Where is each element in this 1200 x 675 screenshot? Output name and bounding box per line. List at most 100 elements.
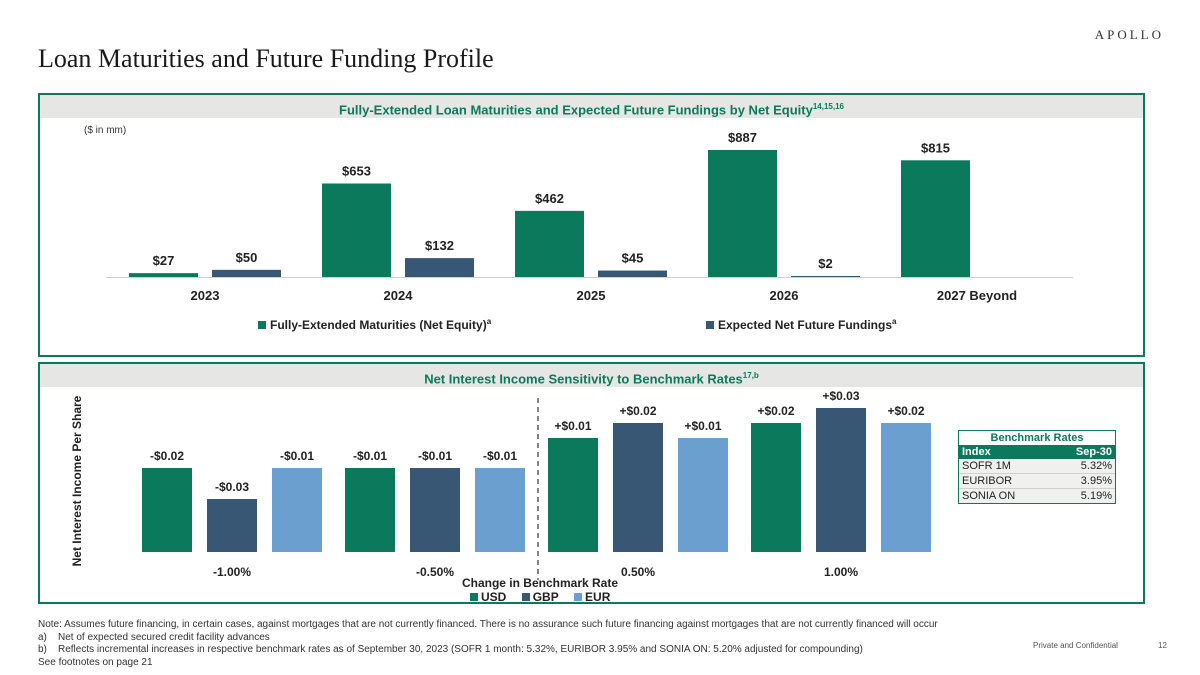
rates-header-date: Sep-30 bbox=[1075, 446, 1112, 458]
footnote-see: See footnotes on page 21 bbox=[38, 656, 153, 668]
data-label: +$0.03 bbox=[822, 389, 859, 403]
bar-maturities-2023 bbox=[129, 273, 198, 277]
x-axis-title: Change in Benchmark Rate bbox=[461, 576, 619, 590]
legend-usd: USD bbox=[470, 590, 506, 604]
data-label: $2 bbox=[818, 256, 832, 271]
bar-maturities-2024 bbox=[322, 183, 391, 277]
unit-note: ($ in mm) bbox=[84, 125, 127, 136]
x-tick-label: -0.50% bbox=[416, 565, 454, 579]
bar-gbp--0.50pct bbox=[410, 468, 460, 552]
bar-gbp--1.00pct bbox=[207, 499, 257, 552]
sensitivity-title-text: Net Interest Income Sensitivity to Bench… bbox=[424, 371, 743, 387]
data-label: $45 bbox=[622, 251, 644, 266]
x-tick-label: 2025 bbox=[577, 288, 606, 303]
bar-gbp-1.00pct bbox=[816, 408, 866, 552]
x-tick-label: 2023 bbox=[191, 288, 220, 303]
rates-header-index: Index bbox=[962, 446, 991, 458]
x-tick-label: -1.00% bbox=[213, 565, 251, 579]
rate-index: SOFR 1M bbox=[959, 459, 1051, 474]
brand-logo: APOLLO bbox=[1094, 27, 1164, 42]
legend-swatch-eur bbox=[574, 593, 583, 601]
page-number: 12 bbox=[1158, 641, 1167, 650]
bar-eur--1.00pct bbox=[272, 468, 322, 552]
bar-usd--0.50pct bbox=[345, 468, 395, 552]
legend-eur: EUR bbox=[574, 590, 610, 604]
sensitivity-title-superscript: 17,b bbox=[742, 371, 759, 380]
rate-value: 5.32% bbox=[1050, 459, 1115, 474]
footnote-a-marker: a) bbox=[38, 631, 47, 643]
data-label: $50 bbox=[236, 250, 258, 265]
x-tick-label: 1.00% bbox=[824, 565, 858, 579]
sensitivity-legend: USD GBP EUR bbox=[470, 590, 622, 604]
data-label: -$0.02 bbox=[150, 449, 184, 463]
bar-gbp-0.50pct bbox=[613, 423, 663, 552]
legend-swatch-usd bbox=[470, 593, 478, 601]
data-label: +$0.01 bbox=[684, 419, 721, 433]
legend-maturities-label: Fully-Extended Maturities (Net Equity) bbox=[270, 318, 487, 332]
x-tick-label: 0.50% bbox=[621, 565, 655, 579]
legend-fundings-label: Expected Net Future Fundings bbox=[718, 318, 893, 332]
bar-maturities-2026 bbox=[708, 150, 777, 277]
bar-eur-0.50pct bbox=[678, 438, 728, 552]
footnote-b-text: Reflects incremental increases in respec… bbox=[58, 644, 863, 655]
footnote-note: Note: Assumes future financing, in certa… bbox=[38, 619, 938, 630]
bar-maturities-2025 bbox=[515, 210, 584, 277]
legend-fundings-sup: a bbox=[892, 317, 897, 326]
data-label: $132 bbox=[425, 238, 454, 253]
sensitivity-chart: -$0.02 -$0.03 -$0.01 -1.00% -$0.01 -$0.01 -$0.… bbox=[142, 389, 931, 580]
rate-index: EURIBOR bbox=[959, 473, 1051, 489]
data-label: -$0.01 bbox=[280, 449, 314, 463]
data-label: $887 bbox=[728, 130, 757, 145]
data-label: $462 bbox=[535, 191, 564, 206]
footnotes: Note: Assumes future financing, in certa… bbox=[38, 619, 938, 669]
legend-gbp: GBP bbox=[521, 590, 559, 604]
bar-fundings-2023 bbox=[212, 269, 281, 277]
maturities-chart-title: Fully-Extended Loan Maturities and Expec… bbox=[40, 95, 1143, 118]
bar-fundings-2025 bbox=[598, 270, 667, 277]
bar-usd-1.00pct bbox=[751, 423, 801, 552]
legend-maturities-sup: a bbox=[486, 317, 492, 326]
data-label: $653 bbox=[342, 164, 371, 179]
legend-eur-label: EUR bbox=[585, 590, 611, 604]
sensitivity-chart-title: Net Interest Income Sensitivity to Bench… bbox=[40, 364, 1143, 387]
rate-value: 5.19% bbox=[1080, 490, 1112, 502]
legend-swatch-gbp bbox=[521, 593, 530, 601]
maturities-title-text: Fully-Extended Loan Maturities and Expec… bbox=[339, 102, 813, 118]
footnote-a: a) Net of expected secured credit facilit… bbox=[38, 632, 938, 645]
legend-swatch-navy bbox=[706, 321, 714, 329]
footnote-a-text: Net of expected secured credit facility … bbox=[58, 631, 270, 643]
bar-usd--1.00pct bbox=[142, 468, 192, 552]
data-label: -$0.01 bbox=[418, 449, 452, 463]
x-tick-label: 2027 Beyond bbox=[937, 288, 1017, 303]
legend-swatch-green bbox=[258, 321, 266, 329]
confidential-label: Private and Confidential bbox=[1033, 641, 1118, 650]
rate-index: SONIA ON bbox=[962, 490, 1016, 502]
table-row: EURIBOR 3.95% bbox=[959, 473, 1115, 489]
data-label: +$0.02 bbox=[619, 404, 656, 418]
data-label: $815 bbox=[921, 140, 950, 155]
data-label: $27 bbox=[153, 253, 175, 268]
legend-gbp-label: GBP bbox=[532, 590, 559, 604]
bar-maturities-2027-Beyond bbox=[901, 160, 970, 277]
footnote-b-marker: b) bbox=[38, 644, 47, 655]
rates-table-title: Benchmark Rates bbox=[959, 431, 1115, 445]
bar-eur-1.00pct bbox=[881, 423, 931, 552]
table-row: SOFR 1M 5.32% bbox=[959, 459, 1115, 474]
x-tick-label: 2024 bbox=[384, 288, 414, 303]
bar-usd-0.50pct bbox=[548, 438, 598, 552]
bar-fundings-2024 bbox=[405, 258, 474, 277]
legend-usd-label: USD bbox=[481, 590, 507, 604]
maturities-chart: $27 $50 2023 $653 $132 2024 $462 $45 2025 $887 $2 2… bbox=[106, 130, 1073, 303]
sensitivity-panel: Net Interest Income Sensitivity to Bench… bbox=[38, 362, 1145, 604]
rate-value: 3.95% bbox=[1050, 473, 1115, 489]
maturities-panel: Fully-Extended Loan Maturities and Expec… bbox=[38, 93, 1145, 357]
data-label: +$0.02 bbox=[757, 404, 794, 418]
legend-maturities: Fully-Extended Maturities (Net Equity)a bbox=[258, 317, 491, 332]
benchmark-rates-table: Benchmark Rates Index Sep-30 SOFR 1M 5.3… bbox=[958, 430, 1116, 504]
data-label: -$0.01 bbox=[483, 449, 517, 463]
bar-fundings-2026 bbox=[791, 276, 860, 277]
table-row: SONIA ON 5.19% bbox=[959, 488, 1115, 503]
data-label: -$0.03 bbox=[215, 480, 249, 494]
page-title: Loan Maturities and Future Funding Profi… bbox=[38, 44, 494, 73]
footnote-b: b) Reflects incremental increases in resp… bbox=[38, 644, 938, 657]
